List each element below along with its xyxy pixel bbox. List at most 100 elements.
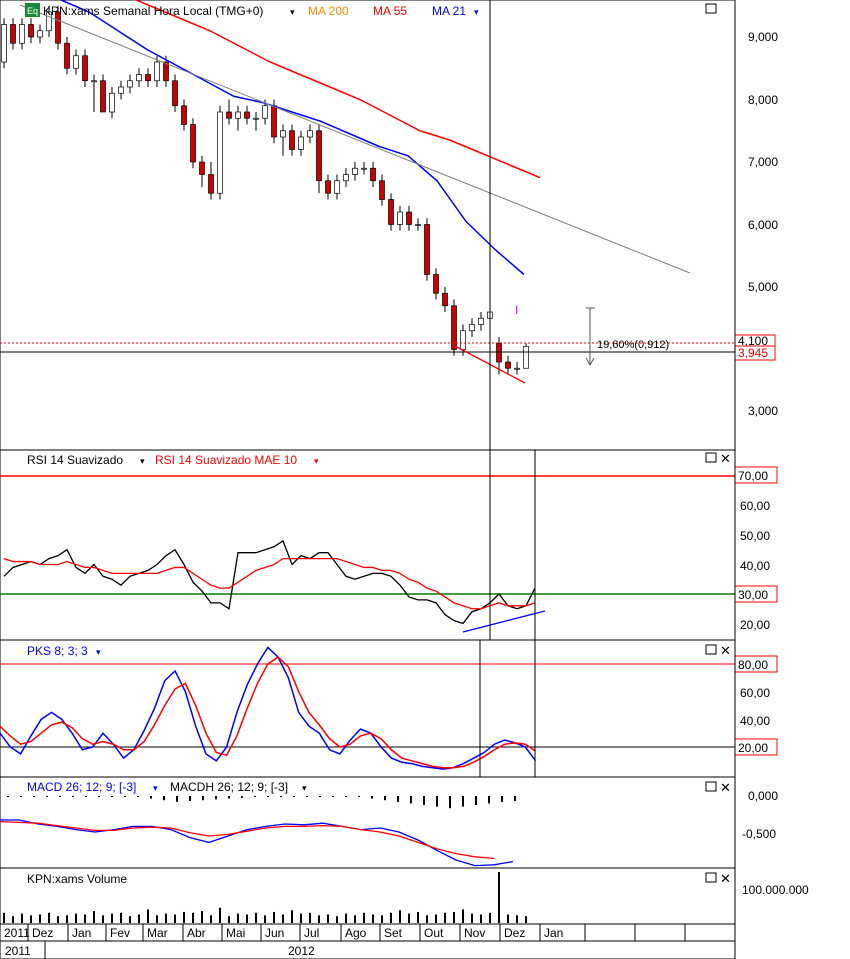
svg-text:30,00: 30,00 [738, 588, 768, 602]
candle-body [154, 61, 160, 82]
price-title-caret: ▾ [290, 7, 295, 17]
candle-body [217, 111, 223, 194]
month-label: Jun [265, 926, 284, 940]
rsi-line [3, 539, 536, 625]
candle-body [235, 111, 241, 119]
candle-body [424, 224, 430, 275]
svg-text:40,00: 40,00 [740, 714, 770, 728]
macd-maximize-button[interactable] [705, 781, 717, 792]
candle-body [469, 324, 475, 332]
rsi-lines [3, 539, 536, 625]
candle-body [91, 80, 97, 83]
candle-body [46, 11, 52, 32]
candle-body [460, 330, 466, 350]
svg-text:60,00: 60,00 [740, 499, 770, 513]
candle-body [145, 74, 151, 82]
macd-panel: MACD 26; 12; 9; [-3] ▾ MACDH 26; 12; 9; … [0, 776, 778, 869]
month-label: Dez [504, 926, 525, 940]
rsi-signal-caret: ▾ [314, 456, 319, 466]
svg-text:70,00: 70,00 [738, 469, 768, 483]
month-label: Abr [187, 926, 206, 940]
month-label: Jan [544, 926, 563, 940]
candle-body [451, 305, 457, 350]
candle-body [343, 174, 349, 182]
macd-hist-label: MACDH 26; 12; 9; [-3] [170, 780, 288, 794]
ma21-label: MA 21 [432, 4, 466, 18]
svg-text:60,00: 60,00 [740, 686, 770, 700]
month-label: Out [424, 926, 444, 940]
svg-text:-0,500: -0,500 [742, 827, 776, 841]
measure-label: 19,60%(0,912) [597, 339, 669, 351]
candle-body [199, 161, 205, 175]
candle-body [118, 86, 124, 94]
candle-body [316, 130, 322, 182]
symbol-badge-bg [25, 3, 40, 17]
rsi-trend-line [462, 610, 546, 633]
candle-body [163, 61, 169, 82]
rsi-close-button[interactable]: ✕ [720, 451, 731, 466]
candle-body [397, 211, 403, 225]
candle-body [127, 80, 133, 88]
year-2011: 2011 [5, 944, 31, 958]
candle-body [19, 24, 25, 44]
pks-close-button[interactable]: ✕ [720, 643, 731, 658]
candle-body [181, 105, 187, 125]
candle-body [379, 180, 385, 200]
candle-body [55, 11, 61, 44]
candle-body [307, 130, 313, 138]
year-2012: 2012 [288, 944, 315, 958]
pks-lines [0, 646, 537, 770]
svg-text:0,000: 0,000 [748, 789, 778, 803]
svg-text:5,000: 5,000 [748, 280, 778, 294]
candle-body [28, 24, 34, 38]
macd-hist-caret: ▾ [302, 783, 307, 793]
svg-text:100.000.000: 100.000.000 [742, 883, 809, 897]
ma21-caret: ▾ [474, 7, 479, 17]
pks-d-line [0, 656, 537, 769]
candle-body [64, 42, 70, 69]
macd-lines [0, 819, 514, 867]
month-label: Mar [147, 926, 168, 940]
candle-body [361, 167, 367, 170]
volume-maximize-button[interactable] [705, 872, 717, 883]
candle-body [406, 211, 412, 225]
ma200-label: MA 200 [308, 4, 349, 18]
macd-signal-line [0, 820, 495, 860]
candle-body [388, 199, 394, 225]
rsi-signal-label: RSI 14 Suavizado MAE 10 [155, 453, 297, 467]
svg-text:3,000: 3,000 [748, 404, 778, 418]
svg-text:8,000: 8,000 [748, 93, 778, 107]
candle-body [82, 55, 88, 82]
candle-body [415, 224, 421, 226]
volume-panel: KPN:xams Volume ✕ 100.000.000 [0, 867, 809, 925]
candle-body [280, 130, 286, 138]
candle-body [496, 342, 502, 363]
rsi-title: RSI 14 Suavizado [27, 453, 123, 467]
svg-text:6,000: 6,000 [748, 218, 778, 232]
candle-body [370, 167, 376, 182]
pks-maximize-button[interactable] [705, 644, 717, 655]
price-panel: 19,60%(0,912) I Eq KPN:xams Semanal Hora… [0, 0, 778, 451]
macd-close-button[interactable]: ✕ [720, 780, 731, 795]
candle-body [10, 24, 16, 44]
maximize-button[interactable] [705, 3, 717, 14]
candle-body [325, 180, 331, 194]
rsi-maximize-button[interactable] [705, 452, 717, 463]
volume-close-button[interactable]: ✕ [720, 871, 731, 886]
candle-body [37, 30, 43, 38]
price-title: KPN:xams Semanal Hora Local (TMG+0) [43, 4, 263, 18]
candle-body [298, 136, 304, 150]
volume-bars [3, 872, 527, 923]
candle-body [478, 317, 484, 325]
price-tag-level-text: 4,100 [738, 334, 768, 348]
rsi-signal-line [3, 557, 536, 610]
month-label: Dez [32, 926, 53, 940]
price-axis: 9,000 8,000 7,000 6,000 5,000 3,000 4,10… [734, 30, 778, 418]
symbol-badge: Eq [27, 6, 38, 16]
month-label: Nov [464, 926, 485, 940]
candle-body [190, 124, 196, 163]
candle-body [226, 111, 232, 119]
candle-body [334, 180, 340, 194]
month-label: 2011 [4, 926, 30, 940]
candle-body [289, 130, 295, 150]
